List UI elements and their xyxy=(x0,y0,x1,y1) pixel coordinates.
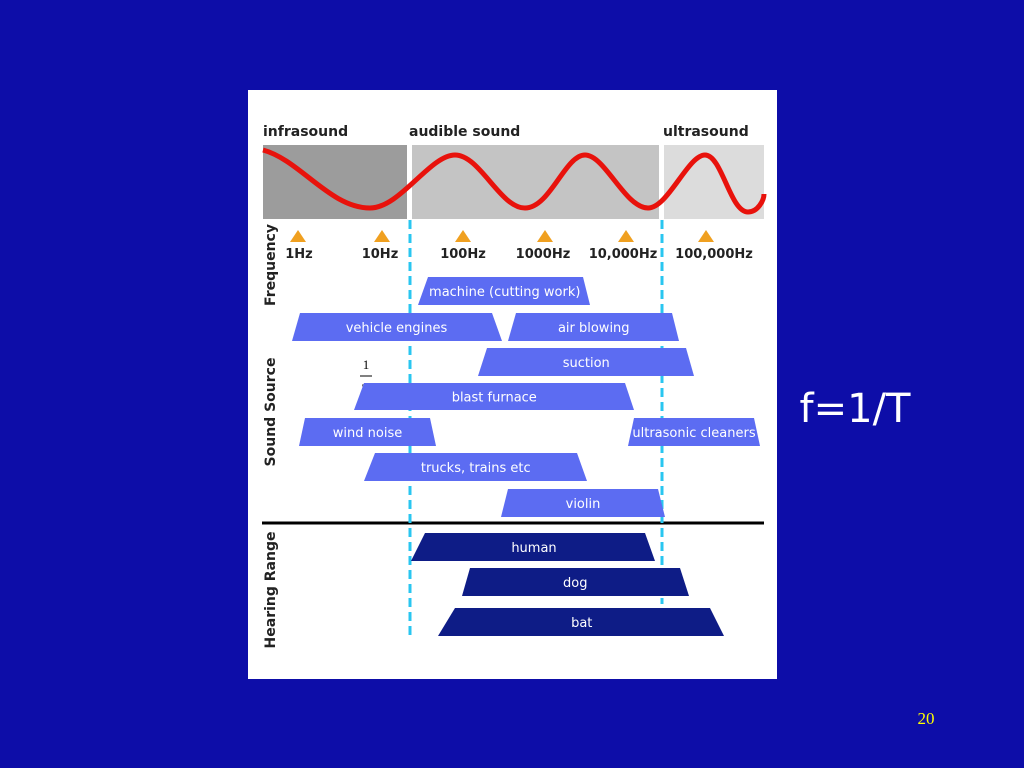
sound-source-label: suction xyxy=(563,356,610,371)
infrasound-band xyxy=(263,145,407,219)
sound-source xyxy=(501,489,665,517)
sound-source xyxy=(299,418,436,446)
region-label: audible sound xyxy=(409,124,520,140)
sound-source-label: wind noise xyxy=(333,426,402,441)
frequency-label: 100Hz xyxy=(440,247,486,262)
hearing-range-label: bat xyxy=(571,616,592,631)
fraction-numerator: 1 xyxy=(363,357,370,372)
frequency-label: 1000Hz xyxy=(516,247,571,262)
sound-source xyxy=(628,418,760,446)
sound-source-label: blast furnace xyxy=(452,391,537,406)
hearing-range xyxy=(438,608,724,636)
sound-source xyxy=(478,348,694,376)
sound-source xyxy=(364,453,587,481)
frequency-marker xyxy=(618,230,634,242)
frequency-label: 10Hz xyxy=(362,247,399,262)
axis-label: Frequency xyxy=(263,224,279,306)
frequency-marker xyxy=(374,230,390,242)
region-label: ultrasound xyxy=(663,124,749,140)
sound-source xyxy=(354,383,634,410)
frequency-label: 10,000Hz xyxy=(589,247,658,262)
frequency-label: 100,000Hz xyxy=(675,247,753,262)
sound-wave xyxy=(262,147,767,215)
formula: f=1/T xyxy=(800,386,912,432)
sound-source-label: trucks, trains etc xyxy=(421,461,531,476)
region-label: infrasound xyxy=(263,124,348,140)
sound-source-label: vehicle engines xyxy=(346,321,448,336)
sound-source-label: air blowing xyxy=(558,321,630,336)
sound-source xyxy=(292,313,502,341)
sound-source-label: ultrasonic cleaners xyxy=(632,426,755,441)
hearing-range-label: human xyxy=(511,541,556,556)
sound-source xyxy=(508,313,679,341)
hearing-range-label: dog xyxy=(563,576,587,591)
sound-source-label: machine (cutting work) xyxy=(429,285,580,300)
frequency-marker xyxy=(537,230,553,242)
frequency-label: 1Hz xyxy=(285,247,313,262)
hearing-range xyxy=(462,568,689,596)
sound-source xyxy=(418,277,590,305)
frequency-marker xyxy=(698,230,714,242)
frequency-marker xyxy=(290,230,306,242)
axis-label: Hearing Range xyxy=(263,532,279,649)
axis-label: Sound Source xyxy=(263,358,279,467)
page-number: 20 xyxy=(918,709,935,728)
sound-source-label: violin xyxy=(566,497,601,512)
hearing-range xyxy=(411,533,655,561)
frequency-marker xyxy=(455,230,471,242)
